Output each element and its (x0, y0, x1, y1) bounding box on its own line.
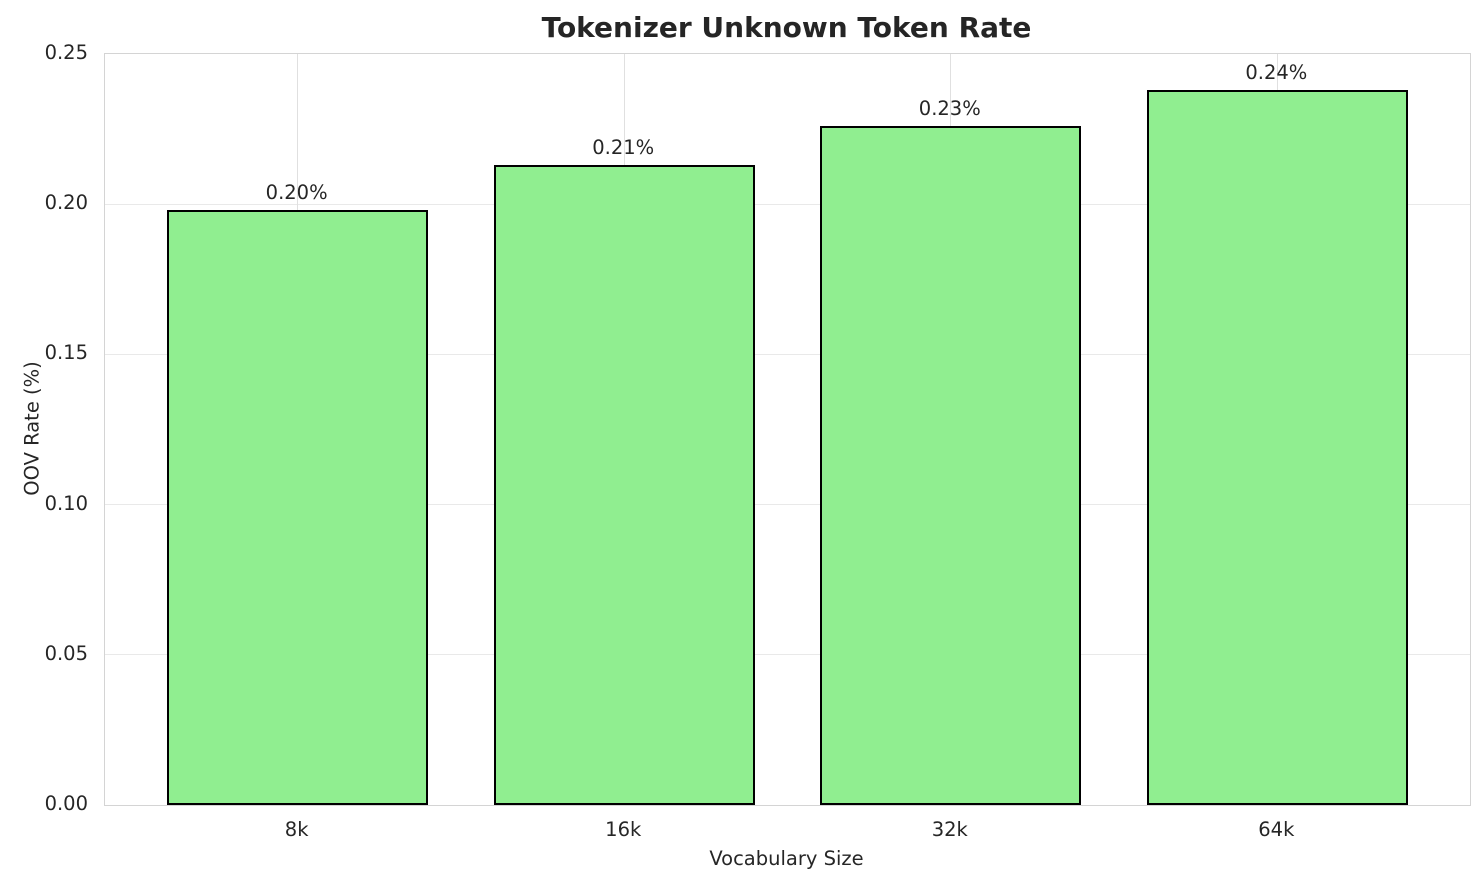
bar (1146, 90, 1408, 805)
h-gridline (105, 503, 1470, 506)
chart-title: Tokenizer Unknown Token Rate (541, 11, 1032, 44)
y-tick-label: 0.10 (44, 491, 88, 515)
bar-value-label: 0.21% (592, 136, 655, 160)
bar-value-label: 0.23% (918, 97, 981, 121)
x-tick-label: 16k (605, 818, 642, 841)
h-gridline (105, 654, 1470, 656)
h-gridline (105, 353, 1470, 356)
bar-value-label: 0.24% (1245, 61, 1308, 85)
x-axis-label: Vocabulary Size (709, 847, 864, 870)
x-tick-label: 64k (1258, 818, 1295, 841)
y-tick-label: 0.20 (44, 191, 88, 215)
y-tick-label: 0.00 (44, 792, 88, 815)
bar (820, 126, 1082, 805)
x-tick-label: 8k (284, 818, 309, 841)
bar-value-label: 0.20% (265, 181, 328, 205)
y-tick-label: 0.15 (44, 341, 88, 365)
y-axis-label: OOV Rate (%) (20, 361, 44, 496)
plot-area (104, 53, 1471, 806)
bar (493, 165, 755, 805)
x-tick-label: 32k (931, 818, 968, 841)
y-tick-label: 0.05 (44, 641, 88, 665)
bar (167, 210, 429, 805)
y-tick-label: 0.25 (44, 41, 88, 64)
h-gridline (105, 203, 1470, 205)
